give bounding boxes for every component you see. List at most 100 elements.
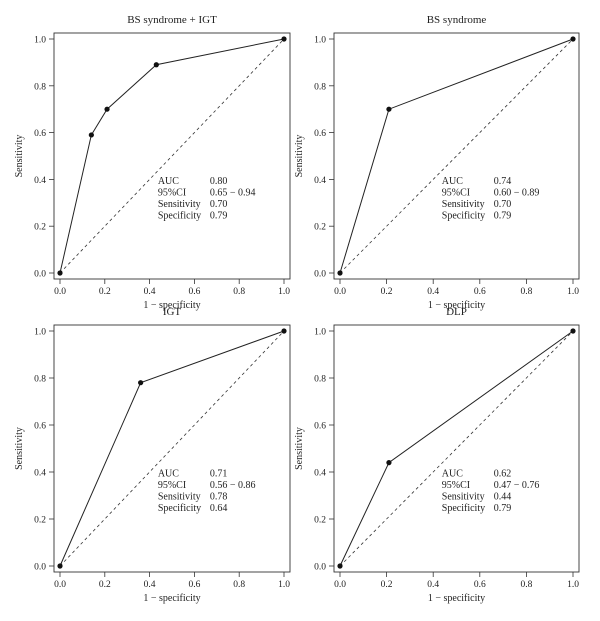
y-tick-label: 0.4 xyxy=(34,469,46,479)
roc-panel: BS syndrome + IGT 0.0 0.2 0.4 0.6 0.8 1.0 0.0 0.… xyxy=(14,14,291,311)
stat-label: Sensitivity xyxy=(442,492,485,503)
roc-point xyxy=(281,328,287,334)
stat-value: 0.79 xyxy=(494,211,512,222)
roc-point xyxy=(570,36,576,42)
y-axis-label: Sensitivity xyxy=(14,135,25,178)
stat-value: 0.62 xyxy=(494,469,512,480)
y-tick-label: 0.6 xyxy=(314,422,326,432)
x-tick-label: 0.4 xyxy=(427,287,439,297)
x-tick-label: 0.6 xyxy=(474,287,486,297)
stat-label: Specificity xyxy=(158,211,201,222)
stat-value: 0.74 xyxy=(494,176,512,187)
y-tick-label: 0.8 xyxy=(314,82,326,92)
stat-value: 0.79 xyxy=(210,211,228,222)
x-tick-label: 0.2 xyxy=(381,580,393,590)
reference-diagonal-line xyxy=(339,38,574,274)
y-tick-label: 0.0 xyxy=(314,563,326,573)
x-axis-label: 1 − specificity xyxy=(143,593,200,604)
roc-point xyxy=(337,270,343,276)
roc-panel: DLP 0.0 0.2 0.4 0.6 0.8 1.0 0.0 0.2 0.4 0.6 0.8 1.0 1… xyxy=(294,306,580,604)
stat-label: AUC xyxy=(158,176,179,187)
y-tick-label: 0.8 xyxy=(314,375,326,385)
x-tick-label: 0.4 xyxy=(144,287,156,297)
x-axis-label: 1 − specificity xyxy=(428,593,485,604)
roc-point xyxy=(57,563,63,569)
y-tick-label: 1.0 xyxy=(34,328,46,338)
plot-frame xyxy=(333,324,580,573)
y-tick-label: 0.2 xyxy=(34,223,46,233)
x-tick-label: 0.8 xyxy=(520,287,532,297)
y-tick-label: 1.0 xyxy=(314,328,326,338)
stat-label: Sensitivity xyxy=(158,199,201,210)
roc-point xyxy=(104,106,110,112)
x-tick-label: 0.4 xyxy=(144,580,156,590)
reference-diagonal-line xyxy=(59,38,285,274)
roc-panel: BS syndrome 0.0 0.2 0.4 0.6 0.8 1.0 0.0 0.2 0.4 0.… xyxy=(294,14,580,311)
x-tick-label: 1.0 xyxy=(278,287,290,297)
roc-point xyxy=(281,36,287,42)
y-tick-label: 1.0 xyxy=(314,36,326,46)
x-tick-label: 0.8 xyxy=(233,580,245,590)
roc-panel: IGT 0.0 0.2 0.4 0.6 0.8 1.0 0.0 0.2 0.4 0.6 0.8 1.0 1… xyxy=(14,306,291,604)
x-tick-label: 0.4 xyxy=(427,580,439,590)
x-tick-label: 0.8 xyxy=(520,580,532,590)
stat-label: 95%CI xyxy=(442,480,470,491)
stat-label: Sensitivity xyxy=(158,492,201,503)
y-tick-label: 0.6 xyxy=(34,129,46,139)
reference-diagonal-line xyxy=(339,330,574,567)
roc-point xyxy=(88,132,94,138)
y-tick-label: 0.4 xyxy=(314,176,326,186)
y-tick-label: 0.2 xyxy=(34,516,46,526)
y-tick-label: 0.2 xyxy=(314,516,326,526)
stat-value: 0.64 xyxy=(210,503,228,514)
stat-value: 0.47 − 0.76 xyxy=(494,480,540,491)
stat-label: Specificity xyxy=(158,503,201,514)
x-tick-label: 0.8 xyxy=(233,287,245,297)
roc-point xyxy=(386,106,392,112)
stat-label: Sensitivity xyxy=(442,199,485,210)
stat-label: AUC xyxy=(442,469,463,480)
stat-value: 0.70 xyxy=(210,199,228,210)
y-tick-label: 0.4 xyxy=(34,176,46,186)
x-axis-label: 1 − specificity xyxy=(428,300,485,311)
x-tick-label: 1.0 xyxy=(278,580,290,590)
roc-point xyxy=(57,270,63,276)
y-tick-label: 0.0 xyxy=(314,270,326,280)
stat-value: 0.65 − 0.94 xyxy=(210,188,256,199)
plot-frame xyxy=(53,32,291,280)
roc-point xyxy=(337,563,343,569)
stat-label: AUC xyxy=(158,469,179,480)
stat-label: AUC xyxy=(442,176,463,187)
x-tick-label: 0.6 xyxy=(474,580,486,590)
x-tick-label: 0.6 xyxy=(188,580,200,590)
stat-value: 0.80 xyxy=(210,176,228,187)
roc-point xyxy=(153,62,159,68)
y-axis-label: Sensitivity xyxy=(14,427,25,470)
x-tick-label: 0.6 xyxy=(188,287,200,297)
x-tick-label: 0.2 xyxy=(381,287,393,297)
y-axis-label: Sensitivity xyxy=(294,427,305,470)
stat-label: 95%CI xyxy=(442,188,470,199)
stat-value: 0.78 xyxy=(210,492,228,503)
x-tick-label: 0.2 xyxy=(99,580,111,590)
y-tick-label: 0.6 xyxy=(34,422,46,432)
y-tick-label: 0.0 xyxy=(34,270,46,280)
y-tick-label: 0.2 xyxy=(314,223,326,233)
chart-title: BS syndrome + IGT xyxy=(127,14,217,26)
stat-label: Specificity xyxy=(442,503,485,514)
roc-point xyxy=(386,460,392,466)
plot-frame xyxy=(53,324,291,573)
x-tick-label: 0.2 xyxy=(99,287,111,297)
x-tick-label: 1.0 xyxy=(567,580,579,590)
y-tick-label: 0.8 xyxy=(34,82,46,92)
y-tick-label: 0.4 xyxy=(314,469,326,479)
stat-label: Specificity xyxy=(442,211,485,222)
x-tick-label: 0.0 xyxy=(54,580,66,590)
x-tick-label: 0.0 xyxy=(54,287,66,297)
y-tick-label: 0.0 xyxy=(34,563,46,573)
stat-value: 0.79 xyxy=(494,503,512,514)
stat-value: 0.70 xyxy=(494,199,512,210)
x-tick-label: 1.0 xyxy=(567,287,579,297)
x-tick-label: 0.0 xyxy=(334,580,346,590)
